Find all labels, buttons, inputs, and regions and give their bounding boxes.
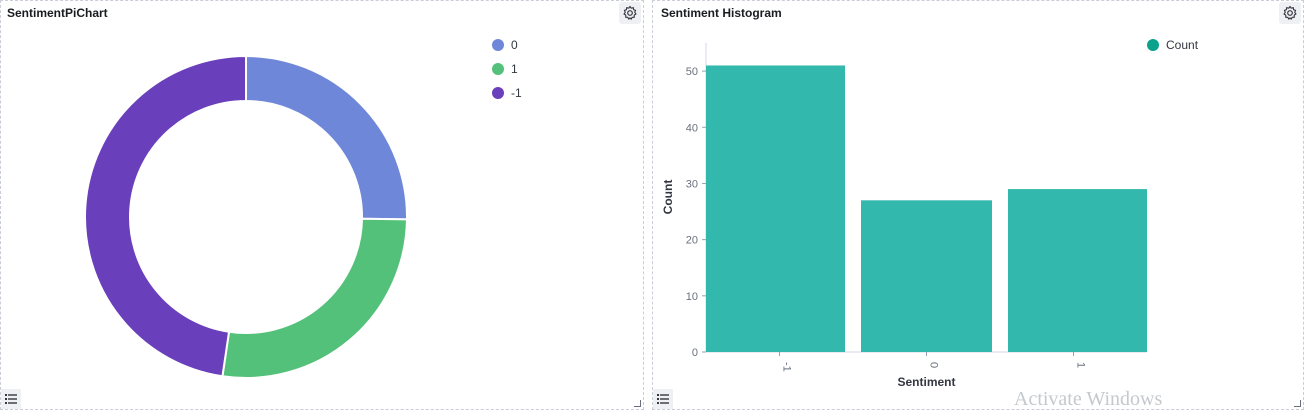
y-tick-label: 20 <box>686 235 698 247</box>
pie-slice-0[interactable] <box>245 54 408 221</box>
x-tick-label: 1 <box>1075 362 1087 368</box>
legend-label: 0 <box>511 38 518 52</box>
legend-toggle-button[interactable] <box>653 389 673 409</box>
donut-chart <box>84 54 408 379</box>
bar-legend: Count <box>1147 33 1198 57</box>
gear-icon <box>1283 5 1297 20</box>
pie-slice-1[interactable] <box>221 217 408 379</box>
pie-legend: 0 1 -1 <box>492 33 522 105</box>
y-tick-label: 30 <box>686 178 698 190</box>
y-axis-title: Count <box>661 180 675 215</box>
bar-1[interactable] <box>1008 189 1147 352</box>
gear-icon <box>623 5 637 20</box>
legend-item[interactable]: 0 <box>492 33 522 57</box>
list-icon <box>5 394 17 404</box>
legend-item[interactable]: 1 <box>492 57 522 81</box>
pie-slice--1[interactable] <box>84 54 247 378</box>
legend-label: Count <box>1166 38 1199 52</box>
y-tick-label: 10 <box>686 291 698 303</box>
resize-handle[interactable] <box>634 400 641 407</box>
legend-toggle-button[interactable] <box>1 389 21 409</box>
panel-options-button[interactable] <box>1279 2 1301 24</box>
y-tick-label: 40 <box>686 122 698 134</box>
legend-color-dot <box>492 87 504 99</box>
bar--1[interactable] <box>706 65 845 353</box>
bar-0[interactable] <box>861 200 992 352</box>
x-tick-label: 0 <box>928 362 940 368</box>
legend-item[interactable]: Count <box>1147 33 1198 57</box>
x-axis-title: Sentiment <box>897 375 955 389</box>
resize-handle[interactable] <box>1294 400 1301 407</box>
list-icon <box>657 394 669 404</box>
legend-label: 1 <box>511 62 518 76</box>
bar-chart: 0 10 20 30 40 50 -1 0 1 Sentiment Count <box>661 43 1147 389</box>
pie-chart-panel: SentimentPiChart 0 1 -1 <box>0 0 644 410</box>
y-tick-label: 0 <box>692 347 698 359</box>
legend-label: -1 <box>511 86 522 100</box>
y-tick-label: 50 <box>686 66 698 78</box>
legend-item[interactable]: -1 <box>492 81 522 105</box>
panel-title: SentimentPiChart <box>7 6 108 20</box>
legend-color-dot <box>1147 39 1159 51</box>
legend-color-dot <box>492 63 504 75</box>
panel-options-button[interactable] <box>619 2 641 24</box>
x-tick-label: -1 <box>781 362 793 372</box>
panel-title: Sentiment Histogram <box>661 6 782 20</box>
histogram-panel: Sentiment Histogram 0 10 20 30 40 50 -1 0 1 Senti… <box>652 0 1304 410</box>
legend-color-dot <box>492 39 504 51</box>
activation-watermark: Activate Windows <box>1014 388 1163 410</box>
